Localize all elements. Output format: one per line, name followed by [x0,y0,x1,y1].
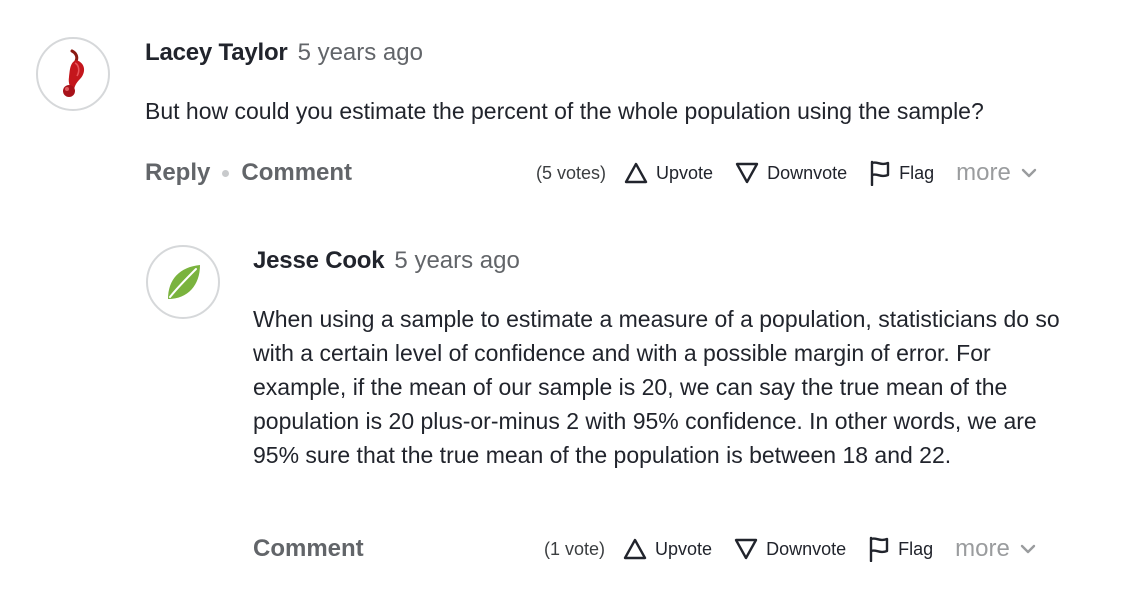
timestamp[interactable]: 5 years ago [394,247,520,274]
comment-header: Jesse Cook 5 years ago [253,246,520,276]
flag-icon [870,160,890,186]
downvote-button[interactable]: Downvote [734,538,846,560]
flag-button[interactable]: Flag [868,536,933,562]
downvote-label: Downvote [766,538,847,559]
author-name[interactable]: Lacey Taylor [145,39,288,66]
vote-count: (5 votes) [536,162,607,183]
vote-actions: (1 vote) Upvote Downvote Flag more [544,535,1036,563]
flag-button[interactable]: Flag [869,160,934,186]
comment-actions: Comment [253,535,364,563]
vote-count: (1 vote) [544,538,606,559]
downvote-icon [735,162,759,184]
leaf-icon [168,265,200,299]
comment-header: Lacey Taylor 5 years ago [145,38,423,68]
downvote-label: Downvote [767,162,848,183]
comment-actions: Reply Comment [145,159,352,187]
comment-body: When using a sample to estimate a measur… [253,306,1060,468]
more-button[interactable]: more [955,535,1036,563]
vote-actions: (5 votes) Upvote Downvote Flag more [536,159,1037,187]
chevron-down-icon [1021,168,1037,178]
flag-icon [869,536,889,562]
downvote-button[interactable]: Downvote [735,162,847,184]
upvote-label: Upvote [656,162,714,183]
upvote-button[interactable]: Upvote [623,538,712,560]
more-label: more [955,535,1010,562]
comment-body: But how could you estimate the percent o… [145,98,984,124]
chevron-down-icon [1020,544,1036,554]
avatar[interactable] [36,37,110,111]
avatar[interactable] [146,245,220,319]
comment-button[interactable]: Comment [253,535,364,562]
upvote-label: Upvote [655,538,713,559]
red-pepper-icon [63,49,85,97]
flag-label: Flag [898,538,934,559]
upvote-button[interactable]: Upvote [624,162,713,184]
flag-label: Flag [899,162,935,183]
more-button[interactable]: more [956,159,1037,187]
reply-button[interactable]: Reply [145,159,211,186]
timestamp[interactable]: 5 years ago [297,39,423,66]
comment-button[interactable]: Comment [241,159,353,186]
upvote-icon [624,162,648,184]
upvote-icon [623,538,647,560]
author-name[interactable]: Jesse Cook [253,247,385,274]
downvote-icon [734,538,758,560]
separator-dot [222,169,230,177]
more-label: more [956,159,1011,186]
